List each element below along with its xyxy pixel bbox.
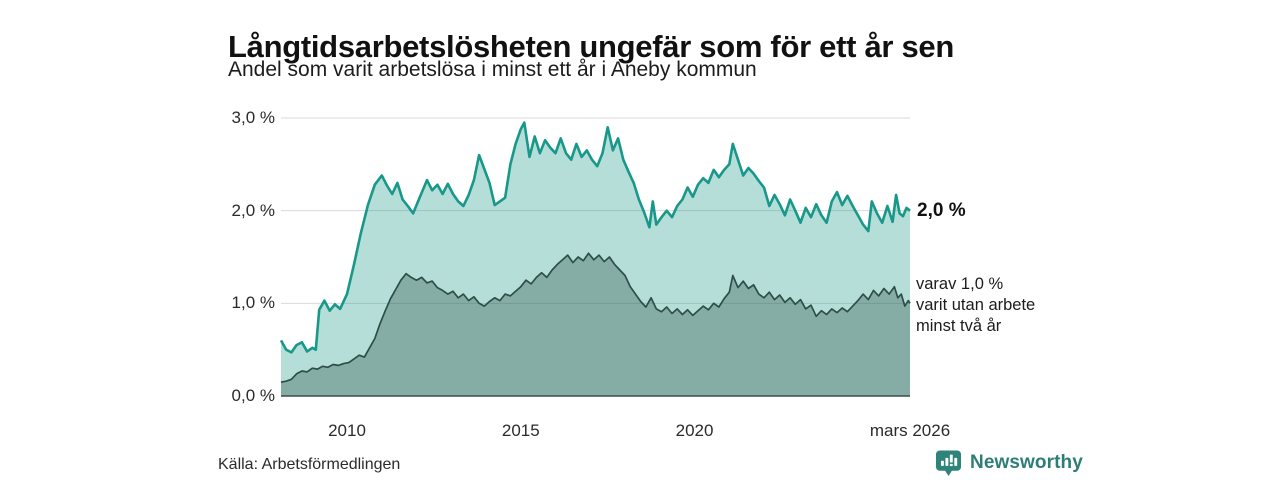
- annotation-latest-total: 2,0 %: [917, 200, 966, 221]
- y-axis-label: 3,0 %: [231, 108, 275, 127]
- y-axis-label: 2,0 %: [231, 200, 275, 220]
- x-axis-label: mars 2026: [869, 421, 951, 440]
- chart-subtitle: Andel som varit arbetslösa i minst ett å…: [228, 58, 757, 81]
- newsworthy-bubble-chart-icon: [935, 449, 962, 477]
- chart-title: Långtidsarbetslösheten ungefär som för e…: [228, 28, 955, 64]
- newsworthy-logo: Newsworthy: [935, 449, 1083, 477]
- y-axis-label: 1,0 %: [231, 293, 275, 313]
- x-axis-label: 2010: [328, 421, 366, 440]
- series-total-line: [279, 121, 911, 354]
- series-two-year-line: [280, 252, 911, 383]
- newsworthy-wordmark: Newsworthy: [970, 452, 1083, 473]
- source-note: Källa: Arbetsförmedlingen: [218, 456, 401, 473]
- annotation-latest-subset: varav 1,0 % varit utan arbete minst två …: [916, 275, 1036, 336]
- x-axis-label: 2020: [675, 421, 714, 440]
- x-axis-label: 2015: [501, 421, 540, 440]
- y-axis-label: 0,0 %: [231, 386, 275, 405]
